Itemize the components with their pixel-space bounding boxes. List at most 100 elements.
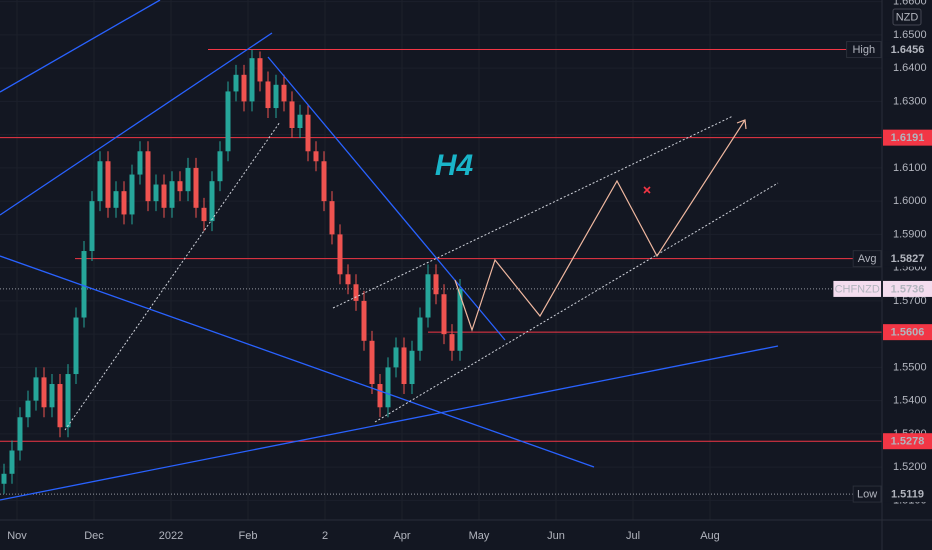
channel-line	[64, 121, 281, 431]
grid	[0, 0, 882, 520]
level-name-badge	[852, 250, 882, 268]
y-tick-label: 1.5700	[893, 295, 927, 307]
candle-body	[161, 184, 167, 208]
candle-body	[113, 191, 119, 208]
candle-body	[121, 191, 127, 215]
candle-body	[209, 181, 215, 222]
candle-body	[137, 151, 143, 175]
candle-body	[153, 184, 159, 202]
projection-path	[454, 119, 746, 332]
candle-body	[241, 74, 247, 102]
y-tick-label: 1.5200	[893, 461, 927, 473]
candle-body	[57, 384, 63, 428]
candle-body	[401, 347, 407, 385]
candle-body	[313, 151, 319, 162]
level-value-badge	[883, 486, 932, 503]
candle-body	[249, 58, 255, 102]
candle-body	[353, 284, 359, 301]
trend-line	[0, 32, 273, 216]
candle-body	[257, 58, 263, 82]
candle-body	[409, 350, 415, 385]
trend-line	[0, 0, 161, 93]
candle-body	[89, 201, 95, 252]
timeframe-annotation: H4	[435, 149, 474, 182]
candle-body	[265, 81, 271, 109]
level-value-badge	[883, 324, 932, 341]
candle-body	[49, 384, 55, 408]
cross-marker	[643, 186, 651, 194]
candle-body	[321, 161, 327, 202]
level-name-badge	[852, 485, 882, 503]
candle-body	[289, 101, 295, 129]
candle-body	[33, 377, 39, 401]
projection-arrow	[736, 119, 747, 130]
candle-body	[281, 84, 287, 102]
candle-body	[105, 161, 111, 208]
x-tick-label: Nov	[7, 530, 27, 542]
level-badges: 1.6456 High 1.6191 1.5827 Avg 1.5736 CHFNZD 1.5…	[833, 41, 932, 503]
drawings	[0, 0, 779, 501]
level-value: 1.6456	[891, 44, 925, 56]
candle-body	[425, 274, 431, 318]
y-tick-label: 1.5900	[893, 228, 927, 240]
candle-body	[145, 151, 151, 202]
y-tick-label: 1.5400	[893, 395, 927, 407]
candle-body	[233, 74, 239, 92]
level-name: High	[852, 44, 875, 56]
candle-body	[193, 167, 199, 208]
candle-body	[433, 274, 439, 295]
candle-body	[417, 317, 423, 351]
y-tick-label: 1.6100	[893, 162, 927, 174]
candle-body	[169, 181, 175, 208]
candle-body	[457, 288, 463, 351]
level-name: Avg	[858, 253, 877, 265]
x-tick-label: Feb	[239, 530, 258, 542]
x-tick-label: 2	[322, 530, 328, 542]
candle-body	[129, 174, 135, 215]
level-value: 1.5119	[891, 488, 924, 500]
candle-body	[9, 450, 15, 474]
candle-body	[73, 317, 79, 375]
level-value-badge	[883, 280, 932, 297]
candle-body	[25, 400, 31, 418]
candle-body	[441, 294, 447, 335]
candles	[1, 49, 463, 494]
level-name-badge	[846, 41, 882, 59]
candle-body	[393, 347, 399, 368]
candle-body	[273, 84, 279, 109]
x-tick-label: 2022	[159, 530, 183, 542]
y-tick-label: 1.6000	[893, 195, 927, 207]
level-value-badge	[883, 433, 932, 450]
trend-line	[0, 255, 595, 468]
candle-body	[305, 114, 311, 152]
level-value-badge	[883, 41, 932, 58]
candle-body	[17, 417, 23, 451]
channel-line	[332, 115, 734, 309]
level-value: 1.5606	[891, 327, 925, 339]
candle-body	[41, 377, 47, 408]
candle-body	[361, 300, 367, 341]
candle-body	[337, 234, 343, 275]
level-value-badge	[883, 250, 932, 267]
y-tick-label: 1.6500	[893, 29, 927, 41]
candle-body	[97, 161, 103, 202]
currency: NZD	[896, 11, 919, 23]
candle-body	[225, 91, 231, 152]
candle-body	[385, 367, 391, 408]
currency-badge	[892, 8, 922, 26]
x-tick-label: Aug	[700, 530, 720, 542]
price-axis	[882, 0, 932, 550]
level-name: CHFNZD	[835, 283, 880, 295]
candle-body	[329, 201, 335, 235]
candle-body	[297, 114, 303, 129]
y-tick-label: 1.6600	[893, 0, 927, 8]
trend-line	[0, 345, 779, 501]
candle-body	[345, 274, 351, 285]
levels	[0, 49, 882, 495]
candle-body	[177, 181, 183, 192]
candle-body	[65, 374, 71, 428]
level-value: 1.6191	[891, 132, 925, 144]
candle-body	[81, 251, 87, 318]
